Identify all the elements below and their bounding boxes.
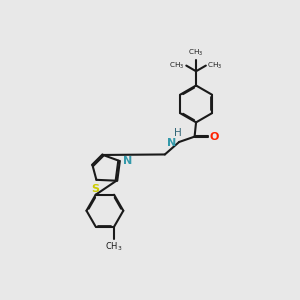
Text: CH$_3$: CH$_3$	[188, 48, 204, 59]
Text: CH$_3$: CH$_3$	[169, 61, 185, 71]
Text: CH$_3$: CH$_3$	[105, 241, 123, 253]
Text: N: N	[123, 156, 132, 166]
Text: O: O	[209, 132, 219, 142]
Text: N: N	[167, 138, 177, 148]
Text: H: H	[174, 128, 182, 138]
Text: S: S	[91, 184, 99, 194]
Text: CH$_3$: CH$_3$	[207, 61, 223, 71]
